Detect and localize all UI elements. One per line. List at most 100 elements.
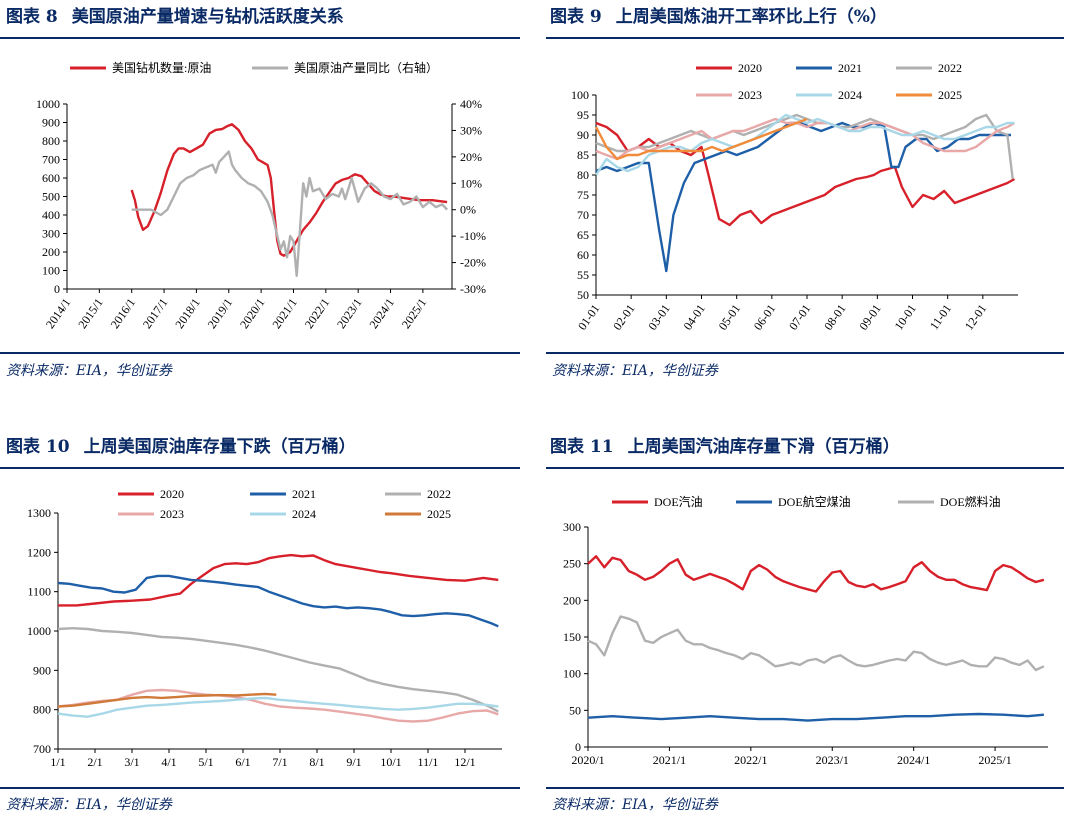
series-line-4 (57, 688, 499, 723)
y-tick-label: 600 (42, 171, 60, 185)
x-tick-label: 09-01 (856, 302, 884, 333)
legend-label: 2020 (738, 61, 762, 75)
legend-label: 美国原油产量同比（右轴） (294, 60, 438, 75)
x-tick-label: 2016/1 (108, 296, 139, 331)
y-tick-label: 700 (33, 742, 51, 756)
chart-10: 700 800 900 1000 1100 1200 1300 1/1 2/1 3/1 4/1 5/1… (27, 487, 502, 769)
series-line-6 (57, 692, 277, 708)
y2-tick-label: 0% (460, 203, 476, 217)
x-tick-label: 2021/1 (269, 296, 300, 331)
series-line-1 (587, 555, 1045, 593)
y2-tick-label: 40% (460, 97, 482, 111)
legend-label: DOE燃料油 (940, 494, 1001, 509)
x-tick-label: 10/1 (380, 755, 401, 769)
x-tick-label: 2022/1 (734, 753, 767, 767)
title-rule (546, 37, 1064, 39)
y-tick-label: 60 (577, 248, 589, 262)
x-tick-label: 03-01 (645, 302, 673, 333)
title-number: 图表 8 (6, 7, 58, 27)
x-tick-label: 2021/1 (653, 753, 686, 767)
series-lines (130, 123, 448, 277)
series-lines (57, 553, 499, 723)
x-tick-label: 07-01 (786, 302, 814, 333)
x-tick-label: 2015/1 (75, 296, 106, 331)
y-tick-label: 80 (577, 168, 589, 182)
title-rule (0, 37, 520, 39)
legend-label: 2021 (838, 61, 862, 75)
chart-8: 0 100 200 300 400 500 600 700 800 900 1000 -30% -20%… (36, 60, 486, 331)
x-tick-label: 11-01 (927, 302, 954, 333)
series-line-2 (57, 574, 499, 628)
y-tick-label: 1200 (27, 545, 51, 559)
series-line-2 (595, 121, 1011, 273)
y-tick-label: 90 (577, 128, 589, 142)
series-lines (587, 555, 1045, 722)
legend-label: 2025 (427, 507, 451, 521)
title-number: 图表 10 (6, 437, 70, 457)
y2-tick-label: -20% (460, 256, 486, 270)
legend-label: 2023 (160, 507, 184, 521)
series-line-5 (57, 696, 499, 718)
x-tick-label: 2024/1 (897, 753, 930, 767)
y-tick-label: 200 (563, 593, 581, 607)
y-tick-label: 50 (569, 703, 581, 717)
y-tick-label: 65 (577, 228, 589, 242)
y2-tick-label: 30% (460, 123, 482, 137)
series-line-1 (58, 553, 499, 607)
panel-11: 图表 11 上周美国汽油库存量下滑（百万桶） 0 50 100 150 200 250 300… (546, 430, 1066, 818)
x-tick-label: 2019/1 (205, 296, 236, 331)
source-note: 资料来源：EIA，华创证券 (552, 797, 718, 813)
panel-10: 图表 10 上周美国原油库存量下跌（百万桶） 700 800 900 1000 1100 1… (0, 430, 520, 818)
y-tick-label: 250 (563, 557, 581, 571)
x-tick-label: 5/1 (198, 755, 213, 769)
y-tick-label: 85 (577, 148, 589, 162)
panel-title: 图表 10 上周美国原油库存量下跌（百万桶） (6, 430, 356, 464)
y-tick-label: 500 (42, 190, 60, 204)
title-text: 上周美国炼油开工率环比上行（%） (615, 7, 887, 27)
axes: 0 100 200 300 400 500 600 700 800 900 1000 -30% -20%… (36, 97, 486, 331)
chart-11: 0 50 100 150 200 250 300 2020/1 2021/1 2022/1 2023… (563, 494, 1048, 767)
y-tick-label: 800 (42, 134, 60, 148)
title-number: 图表 9 (550, 7, 602, 27)
chart-9: 50 55 60 65 70 75 80 85 90 95 100 01-01 02-01 03-01 04… (571, 61, 1018, 333)
y-tick-label: 700 (42, 153, 60, 167)
axes: 0 50 100 150 200 250 300 2020/1 2021/1 2022/1 2023… (563, 520, 1048, 767)
x-tick-label: 04-01 (680, 302, 708, 333)
legend: 美国钻机数量:原油 美国原油产量同比（右轴） (70, 60, 438, 75)
title-rule (0, 467, 520, 469)
legend-label: 2023 (738, 88, 762, 102)
x-tick-label: 2025/1 (978, 753, 1011, 767)
source-rule (0, 787, 520, 789)
x-tick-label: 7/1 (272, 755, 287, 769)
x-tick-label: 2017/1 (140, 296, 171, 331)
legend: 2020 2021 2022 2023 2024 2025 (118, 487, 451, 521)
legend-label: 2020 (160, 487, 184, 501)
x-tick-label: 8/1 (309, 755, 324, 769)
panel-title: 图表 8 美国原油产量增速与钻机活跃度关系 (6, 0, 344, 34)
title-number: 图表 11 (550, 437, 614, 457)
series-line-3 (587, 615, 1045, 672)
x-tick-label: 02-01 (610, 302, 638, 333)
panel-title: 图表 11 上周美国汽油库存量下滑（百万桶） (550, 430, 900, 464)
y-tick-label: 300 (42, 227, 60, 241)
y-tick-label: 70 (577, 208, 589, 222)
y-tick-label: 100 (563, 667, 581, 681)
y-tick-label: 75 (577, 188, 589, 202)
y-tick-label: 95 (577, 108, 589, 122)
axes: 700 800 900 1000 1100 1200 1300 1/1 2/1 3/1 4/1 5/1… (27, 506, 502, 769)
source-rule (546, 787, 1064, 789)
y-tick-label: 200 (42, 245, 60, 259)
x-tick-label: 4/1 (161, 755, 176, 769)
legend: 2020 2021 2022 2023 2024 2025 (696, 61, 962, 102)
legend-label: 2024 (292, 507, 316, 521)
panel-title: 图表 9 上周美国炼油开工率环比上行（%） (550, 0, 887, 34)
title-text: 上周美国原油库存量下跌（百万桶） (83, 437, 356, 457)
source-note: 资料来源：EIA，华创证券 (6, 797, 172, 813)
y-tick-label: 55 (577, 268, 589, 282)
x-tick-label: 11/1 (418, 755, 439, 769)
title-text: 美国原油产量增速与钻机活跃度关系 (71, 7, 344, 27)
x-tick-label: 2024/1 (366, 296, 397, 331)
series-line-5 (594, 113, 1015, 176)
y-tick-label: 0 (575, 740, 581, 754)
y-tick-label: 900 (33, 663, 51, 677)
